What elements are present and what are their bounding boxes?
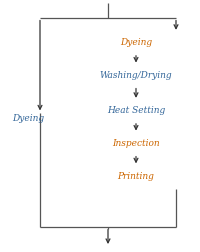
Text: Inspection: Inspection <box>112 139 160 148</box>
Text: Heat Setting: Heat Setting <box>107 106 165 115</box>
Text: Dyeing: Dyeing <box>12 114 44 123</box>
Text: Dyeing: Dyeing <box>120 38 152 47</box>
Text: Printing: Printing <box>118 172 154 181</box>
Text: Washing/Drying: Washing/Drying <box>100 71 172 80</box>
